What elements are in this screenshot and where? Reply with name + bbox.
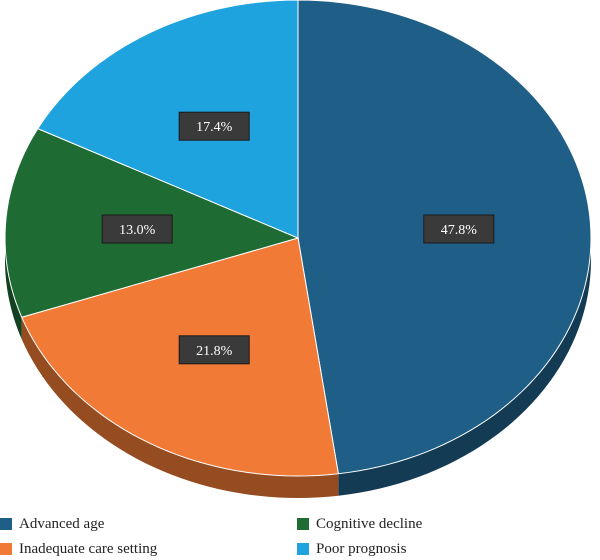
- data-label-text: 17.4%: [196, 120, 233, 135]
- data-label-box: [101, 214, 173, 244]
- data-label-box: [178, 335, 250, 365]
- pie-data-labels: 47.8% 21.8% 13.0% 17.4%: [101, 111, 495, 365]
- pie-slice-poor-prognosis: [37, 0, 299, 239]
- data-label-text: 13.0%: [119, 223, 156, 238]
- legend-swatch: [297, 543, 309, 555]
- data-label-inadequate-care-setting: 21.8%: [178, 335, 250, 365]
- legend-swatch: [297, 518, 309, 530]
- legend-item-poor-prognosis: Poor prognosis: [297, 539, 406, 559]
- legend-item-inadequate-care-setting: Inadequate care setting: [0, 539, 157, 559]
- pie-slices: [4, 0, 592, 477]
- data-label-box: [178, 111, 250, 141]
- data-label-poor-prognosis: 17.4%: [178, 111, 250, 141]
- legend-label: Cognitive decline: [316, 515, 423, 532]
- legend-swatch: [0, 518, 12, 530]
- legend-swatch: [0, 543, 12, 555]
- data-label-cognitive-decline: 13.0%: [101, 214, 173, 244]
- pie-side-inadequate-care-setting: [21, 317, 339, 498]
- legend: Advanced age Cognitive decline Inadequat…: [0, 510, 600, 560]
- pie-side-cognitive-decline: [5, 238, 22, 340]
- data-label-box: [423, 214, 495, 244]
- pie-chart: 47.8% 21.8% 13.0% 17.4%: [4, 0, 592, 498]
- data-label-advanced-age: 47.8%: [423, 214, 495, 244]
- legend-label: Inadequate care setting: [19, 540, 158, 557]
- data-label-text: 47.8%: [441, 223, 478, 238]
- legend-item-cognitive-decline: Cognitive decline: [297, 514, 422, 534]
- data-label-text: 21.8%: [196, 344, 233, 359]
- legend-label: Advanced age: [19, 515, 105, 532]
- legend-label: Poor prognosis: [316, 540, 407, 557]
- legend-item-advanced-age: Advanced age: [0, 514, 104, 534]
